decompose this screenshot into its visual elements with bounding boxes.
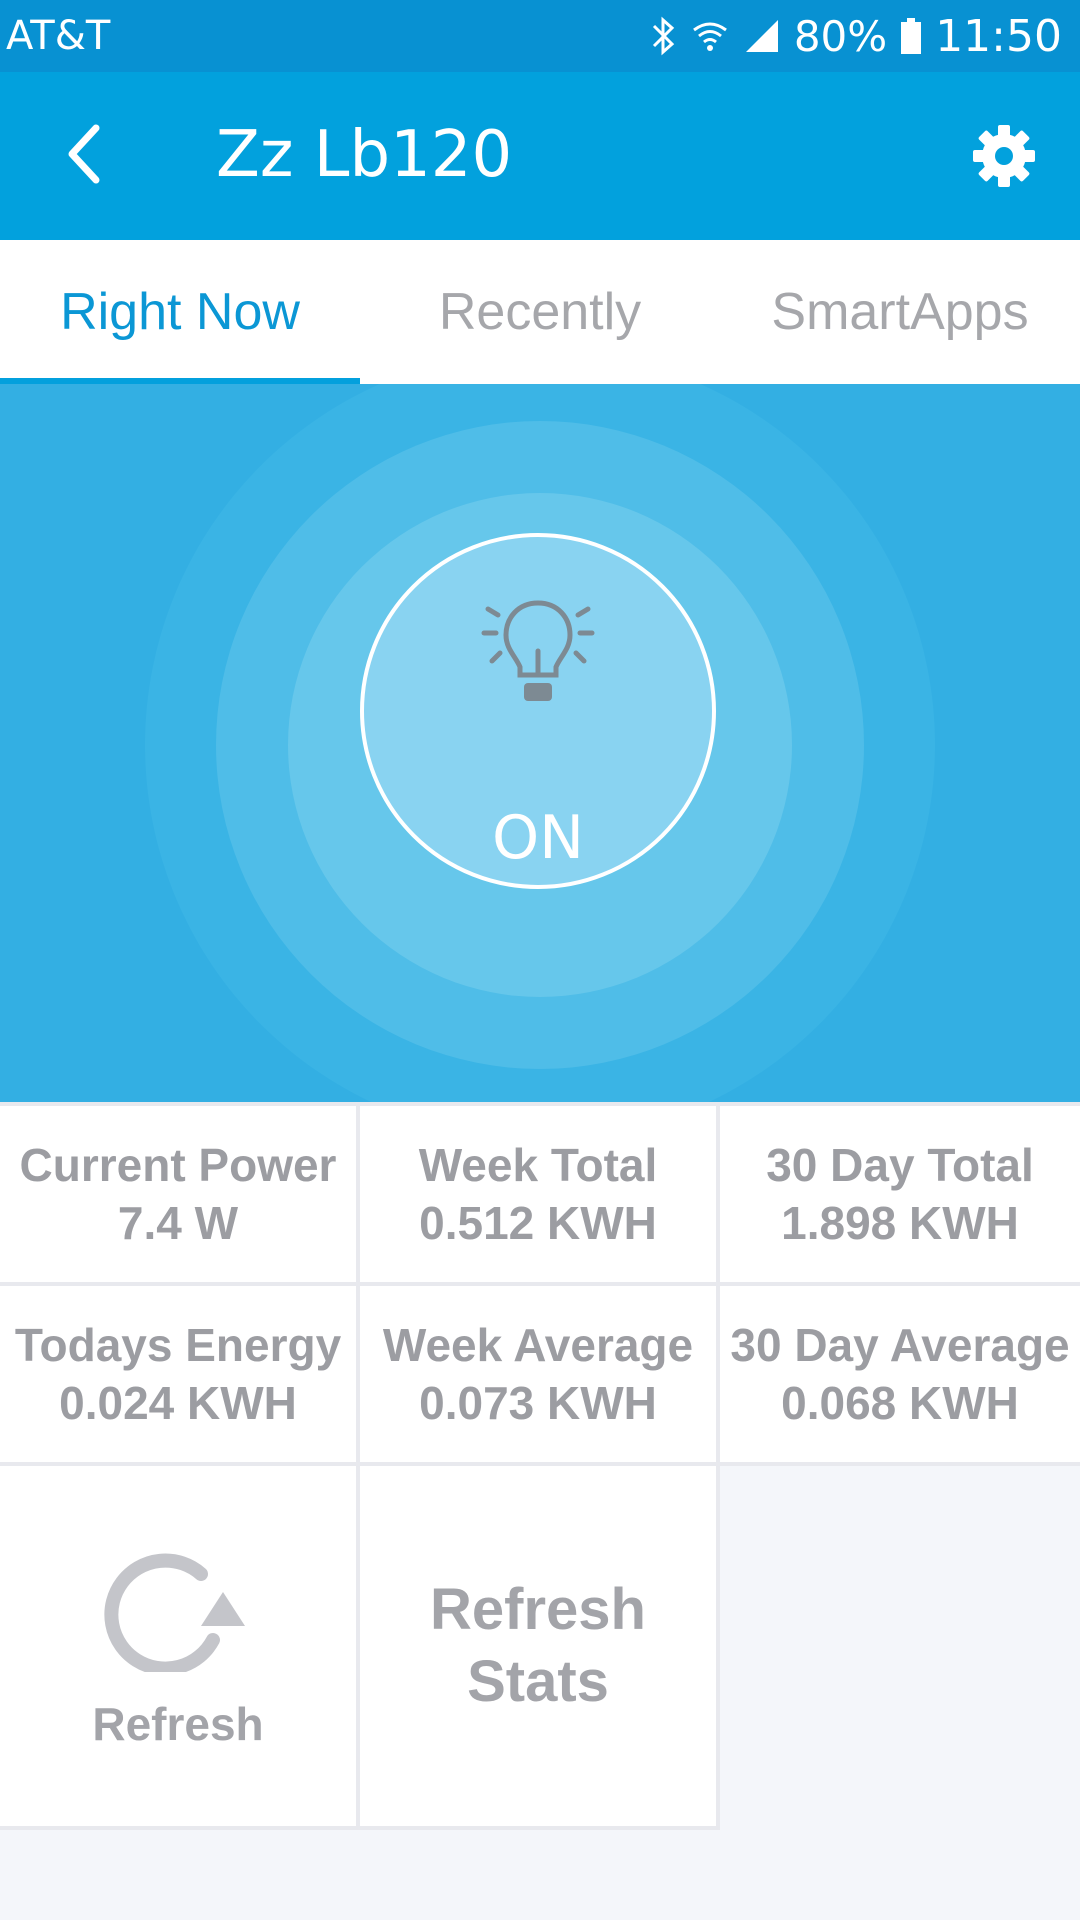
- stats-grid: Current Power 7.4 W Week Total 0.512 KWH…: [0, 1102, 1080, 1830]
- tab-right-now[interactable]: Right Now: [0, 240, 360, 384]
- stat-value: 0.068 KWH: [781, 1377, 1019, 1429]
- settings-button[interactable]: [962, 116, 1046, 200]
- bluetooth-icon: [650, 16, 678, 56]
- wifi-icon: [690, 16, 730, 56]
- gear-icon: [971, 123, 1037, 194]
- refresh-label: Refresh: [92, 1697, 264, 1750]
- status-bar: AT&T 80% 11:50: [0, 0, 1080, 72]
- clock: 11:50: [935, 10, 1062, 62]
- chevron-left-icon: [62, 122, 106, 191]
- stat-value: 0.024 KWH: [59, 1377, 297, 1429]
- stat-current-power: Current Power 7.4 W: [0, 1106, 360, 1282]
- stat-30-day-total: 30 Day Total 1.898 KWH: [720, 1106, 1080, 1282]
- actions-row: Refresh Refresh Stats: [0, 1462, 1080, 1830]
- back-button[interactable]: [40, 112, 128, 200]
- stat-label: Todays Energy: [14, 1319, 342, 1371]
- battery-percent: 80%: [793, 11, 888, 61]
- app-bar: Zz Lb120: [0, 72, 1080, 240]
- refresh-stats-button[interactable]: Refresh Stats: [360, 1466, 720, 1830]
- refresh-button[interactable]: Refresh: [0, 1466, 360, 1830]
- stats-row: Current Power 7.4 W Week Total 0.512 KWH…: [0, 1102, 1080, 1282]
- tab-recently[interactable]: Recently: [438, 283, 642, 341]
- stat-label: 30 Day Average: [730, 1319, 1070, 1371]
- tab-smartapps[interactable]: SmartApps: [771, 283, 1029, 341]
- status-icons: 80% 11:50: [650, 11, 1062, 62]
- stats-row: Todays Energy 0.024 KWH Week Average 0.0…: [0, 1282, 1080, 1462]
- stat-value: 7.4 W: [117, 1197, 239, 1249]
- stat-todays-energy: Todays Energy 0.024 KWH: [0, 1286, 360, 1462]
- stat-value: 0.073 KWH: [419, 1377, 657, 1429]
- stat-value: 0.512 KWH: [419, 1197, 657, 1249]
- stat-label: Week Total: [418, 1139, 658, 1191]
- device-hero: ON: [0, 384, 1080, 1102]
- empty-tile: [720, 1466, 1080, 1830]
- lightbulb-icon: [480, 591, 596, 711]
- tab-bar: Right Now Recently SmartApps: [0, 240, 1080, 384]
- signal-icon: [742, 16, 782, 56]
- page-title: Zz Lb120: [216, 118, 513, 192]
- stat-label: Week Average: [382, 1319, 694, 1371]
- battery-icon: [899, 16, 923, 56]
- refresh-icon: [103, 1542, 253, 1677]
- stat-30-day-average: 30 Day Average 0.068 KWH: [720, 1286, 1080, 1462]
- stat-value: 1.898 KWH: [781, 1197, 1019, 1249]
- refresh-stats-label: Refresh Stats: [430, 1577, 646, 1714]
- carrier-label: AT&T: [6, 13, 111, 59]
- stat-week-total: Week Total 0.512 KWH: [360, 1106, 720, 1282]
- stat-label: 30 Day Total: [766, 1139, 1034, 1191]
- power-toggle-button[interactable]: ON: [360, 533, 716, 889]
- power-state-label: ON: [491, 803, 585, 873]
- stat-week-average: Week Average 0.073 KWH: [360, 1286, 720, 1462]
- stat-label: Current Power: [19, 1139, 337, 1191]
